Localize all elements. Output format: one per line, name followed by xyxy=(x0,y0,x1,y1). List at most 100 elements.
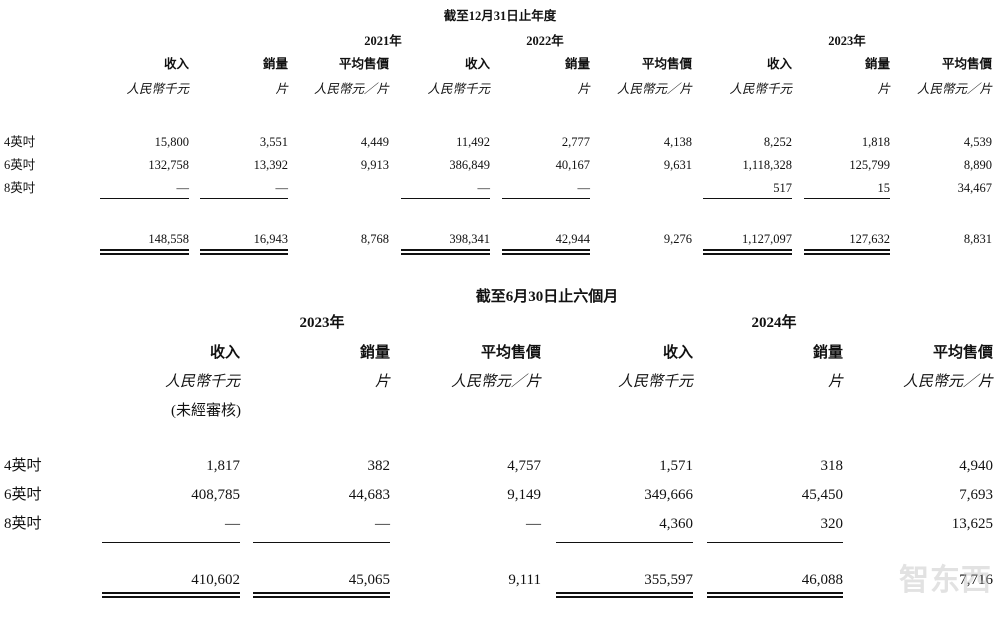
row-label: 8英吋 xyxy=(4,516,42,532)
interim-title: 截至6月30日止六個月 xyxy=(475,289,619,305)
column-header: 銷量 xyxy=(262,57,288,71)
annual-title: 截至12月31日止年度 xyxy=(443,9,557,23)
column-header: 銷量 xyxy=(864,57,890,71)
table-cell: 9,149 xyxy=(507,487,541,503)
total-cell: 8,831 xyxy=(963,232,992,246)
table-cell: — xyxy=(275,181,289,195)
column-unit: 人民幣千元 xyxy=(126,82,189,96)
table-cell: 3,551 xyxy=(259,135,288,149)
column-unit: 人民幣元／片 xyxy=(616,82,692,96)
table-cell: 517 xyxy=(773,181,792,195)
table-cell: 8,890 xyxy=(963,158,992,172)
year-header: 2023年 xyxy=(828,34,866,48)
table-cell: 7,693 xyxy=(959,487,993,503)
column-unit: 片 xyxy=(374,374,390,390)
table-cell: 44,683 xyxy=(348,487,390,503)
column-header: 平均售價 xyxy=(932,345,993,361)
column-unit: 人民幣千元 xyxy=(427,82,490,96)
row-label: 4英吋 xyxy=(4,135,36,149)
table-cell: 13,392 xyxy=(253,158,288,172)
table-cell: — xyxy=(176,181,190,195)
column-header: 收入 xyxy=(662,345,693,361)
table-cell: 125,799 xyxy=(849,158,890,172)
table-cell: 349,666 xyxy=(644,487,693,503)
table-cell: 318 xyxy=(820,458,844,474)
table-cell: 2,777 xyxy=(561,135,590,149)
subtotal-underline xyxy=(401,198,490,199)
total-cell: 355,597 xyxy=(644,572,693,588)
table-cell: 8,252 xyxy=(763,135,792,149)
column-unit: 人民幣元／片 xyxy=(902,374,993,390)
watermark-logo: 智东西 xyxy=(899,563,992,598)
unaudited-note: (未經審核) xyxy=(171,403,241,419)
table-cell: — xyxy=(225,516,240,532)
row-label: 4英吋 xyxy=(4,458,42,474)
subtotal-underline xyxy=(707,542,843,543)
total-cell: 148,558 xyxy=(148,232,189,246)
column-header: 收入 xyxy=(766,57,792,71)
table-cell: 320 xyxy=(820,516,844,532)
column-header: 銷量 xyxy=(564,57,590,71)
year-header: 2024年 xyxy=(751,315,797,331)
column-unit: 人民幣元／片 xyxy=(916,82,992,96)
column-unit: 人民幣千元 xyxy=(164,374,240,390)
total-cell: 8,768 xyxy=(360,232,389,246)
table-cell: 4,539 xyxy=(963,135,992,149)
total-double-underline xyxy=(401,249,490,255)
subtotal-underline xyxy=(100,198,189,199)
column-header: 平均售價 xyxy=(338,57,389,71)
column-unit: 人民幣元／片 xyxy=(313,82,389,96)
table-cell: 13,625 xyxy=(951,516,993,532)
table-cell: — xyxy=(375,516,390,532)
column-header: 平均售價 xyxy=(480,345,541,361)
table-cell: 9,631 xyxy=(663,158,692,172)
row-label: 6英吋 xyxy=(4,487,42,503)
table-cell: 1,118,328 xyxy=(742,158,792,172)
table-cell: 1,817 xyxy=(206,458,240,474)
total-double-underline xyxy=(804,249,890,255)
total-double-underline xyxy=(200,249,288,255)
column-unit: 片 xyxy=(877,82,890,96)
column-header: 平均售價 xyxy=(941,57,992,71)
total-double-underline xyxy=(253,592,390,598)
total-double-underline xyxy=(102,592,240,598)
table-cell: 4,757 xyxy=(507,458,541,474)
total-cell: 410,602 xyxy=(191,572,240,588)
subtotal-underline xyxy=(556,542,693,543)
total-cell: 16,943 xyxy=(253,232,288,246)
column-unit: 片 xyxy=(577,82,590,96)
row-label: 6英吋 xyxy=(4,158,36,172)
column-header: 銷量 xyxy=(812,345,843,361)
total-double-underline xyxy=(100,249,189,255)
row-label: 8英吋 xyxy=(4,181,36,195)
subtotal-underline xyxy=(200,198,288,199)
table-cell: 9,913 xyxy=(360,158,389,172)
total-double-underline xyxy=(502,249,590,255)
column-unit: 人民幣千元 xyxy=(617,374,693,390)
year-header: 2021年 xyxy=(364,34,402,48)
table-cell: 408,785 xyxy=(191,487,240,503)
column-header: 平均售價 xyxy=(641,57,692,71)
table-cell: 4,360 xyxy=(659,516,693,532)
table-cell: 1,571 xyxy=(659,458,693,474)
total-double-underline xyxy=(556,592,693,598)
table-cell: 40,167 xyxy=(555,158,590,172)
table-cell: 15 xyxy=(877,181,891,195)
table-cell: — xyxy=(526,516,541,532)
table-cell: 15,800 xyxy=(154,135,189,149)
table-cell: 4,138 xyxy=(663,135,692,149)
table-cell: 1,818 xyxy=(861,135,890,149)
year-header: 2022年 xyxy=(526,34,564,48)
total-cell: 9,276 xyxy=(663,232,692,246)
table-cell: 34,467 xyxy=(957,181,992,195)
table-cell: 386,849 xyxy=(449,158,490,172)
subtotal-underline xyxy=(502,198,590,199)
column-header: 收入 xyxy=(209,345,240,361)
table-cell: 132,758 xyxy=(148,158,189,172)
table-cell: 11,492 xyxy=(456,135,490,149)
column-header: 收入 xyxy=(163,57,189,71)
subtotal-underline xyxy=(102,542,240,543)
column-unit: 人民幣千元 xyxy=(729,82,792,96)
subtotal-underline xyxy=(703,198,792,199)
total-cell: 45,065 xyxy=(348,572,390,588)
